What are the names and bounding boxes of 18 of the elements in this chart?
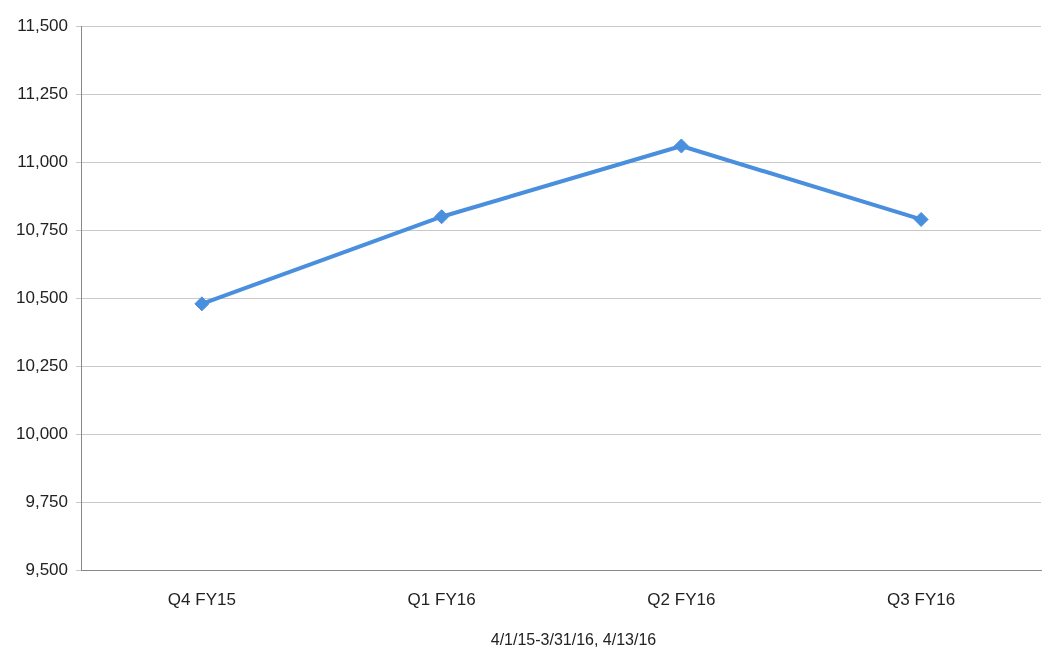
x-tick-label: Q3 FY16 [887,590,956,610]
y-tick-label: 9,500 [25,560,68,580]
x-tick-label: Q2 FY16 [647,590,716,610]
y-tick-label: 10,250 [16,356,68,376]
y-tick-label: 11,500 [17,15,68,35]
y-tick-label: 10,000 [16,424,68,444]
y-tick-label: 10,500 [16,288,68,308]
y-tick-label: 11,000 [17,151,68,171]
x-tick-label: Q4 FY15 [167,590,236,610]
point [673,138,689,154]
point [194,296,210,312]
point [434,209,450,225]
y-tick-label: 10,750 [16,220,68,240]
text: 4/1/15-3/31/16, 4/13/16 [489,631,658,649]
point [913,211,929,227]
y-tick-label: 11,250 [17,83,68,103]
y-tick-label: 9,750 [25,492,68,512]
x-tick-label: Q1 FY16 [407,590,476,610]
